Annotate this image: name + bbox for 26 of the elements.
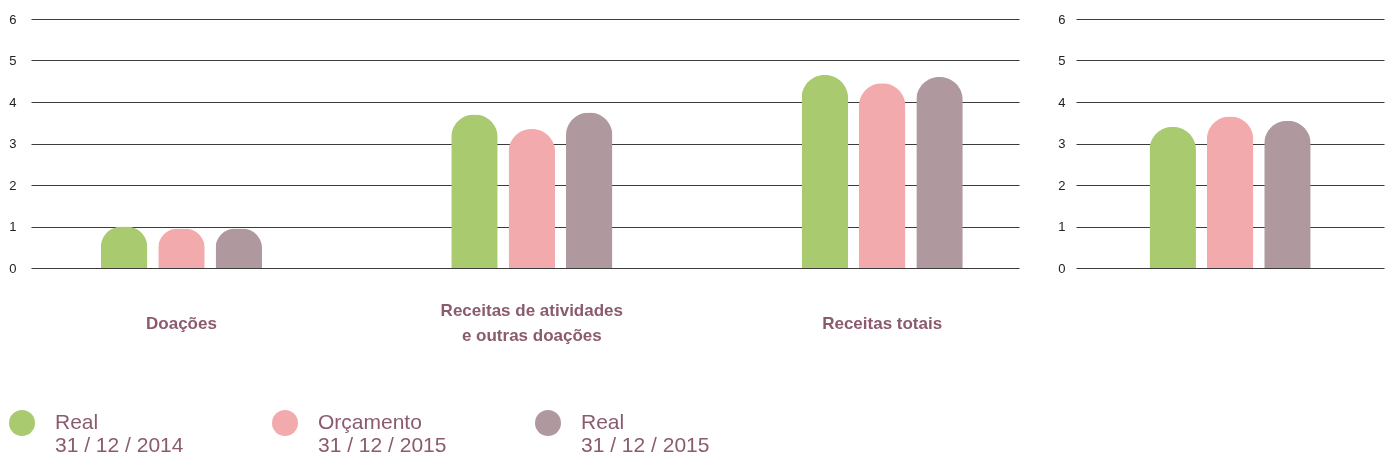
y-tick-label: 1 — [1058, 219, 1066, 234]
y-tick-label: 6 — [9, 11, 17, 27]
y-tick-label: 0 — [1058, 260, 1066, 276]
y-tick-label: 4 — [9, 94, 17, 110]
x-tick-label: Receitas totais — [822, 313, 943, 333]
bar — [916, 77, 963, 268]
bar — [451, 114, 498, 268]
y-tick-label: 2 — [1058, 177, 1066, 193]
y-tick-label: 2 — [9, 177, 17, 193]
y-tick-label: 1 — [9, 219, 17, 234]
y-tick-label: 3 — [9, 136, 17, 151]
bar — [508, 128, 556, 268]
y-tick-label: 5 — [1058, 53, 1066, 68]
x-tick-label: Doações — [146, 313, 217, 333]
y-tick-label: 5 — [9, 53, 17, 68]
y-tick-label: 4 — [1058, 94, 1066, 110]
legend-label: Real 31 / 12 / 2015 — [581, 410, 710, 456]
y-tick-label: 3 — [1058, 136, 1066, 151]
bar — [801, 75, 849, 268]
bar — [565, 112, 613, 268]
x-tick-label: Receitas de atividades e outras doações — [440, 301, 623, 345]
y-tick-label: 6 — [1058, 11, 1066, 27]
y-tick-label: 0 — [9, 260, 17, 276]
bar — [858, 83, 906, 268]
legend-label: Real 31 / 12 / 2014 — [55, 410, 184, 456]
legend-label: Orçamento 31 / 12 / 2015 — [318, 410, 447, 456]
